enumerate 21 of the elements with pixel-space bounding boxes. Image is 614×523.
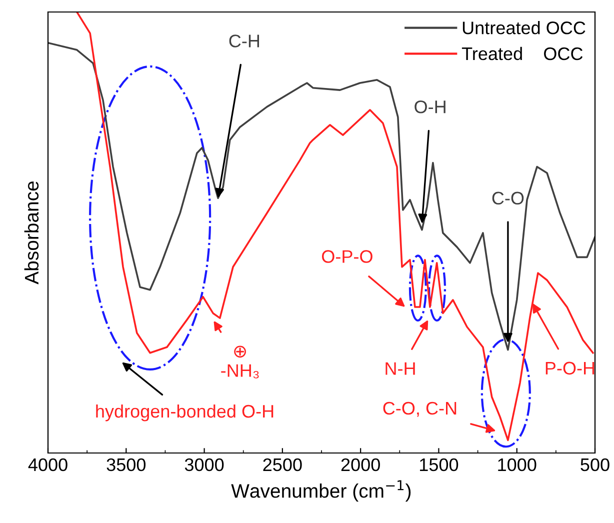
legend-label: Untreated OCC [462,21,586,34]
x-tick-label: 1500 [420,458,458,472]
x-tick-label: 2500 [263,458,302,472]
annotation: O-H [414,100,446,114]
x-tick-label: 500 [580,458,610,472]
annotation: hydrogen-bonded O-H [96,404,274,422]
x-tick-label: 3500 [106,458,146,472]
x-tick-label: 4000 [28,458,68,472]
annotation: C-H [229,34,259,48]
y-axis-title: Absorbance [24,181,39,284]
legend-label: Treated OCC [462,46,583,60]
annotation: C-O [492,192,524,205]
annotation: O-P-O [322,250,372,263]
x-axis-title: Wavenumber (cm$^{−1}$) [231,480,411,502]
x-tick-label: 3000 [184,458,224,472]
annotation: P-O-H [546,362,594,375]
annotation: ⊕ -NH₃ [221,346,259,378]
annotation: N-H [386,362,415,375]
x-tick-label: 2000 [341,458,380,472]
annotation: C-O, C-N [383,402,456,417]
x-tick-label: 1000 [498,458,536,472]
